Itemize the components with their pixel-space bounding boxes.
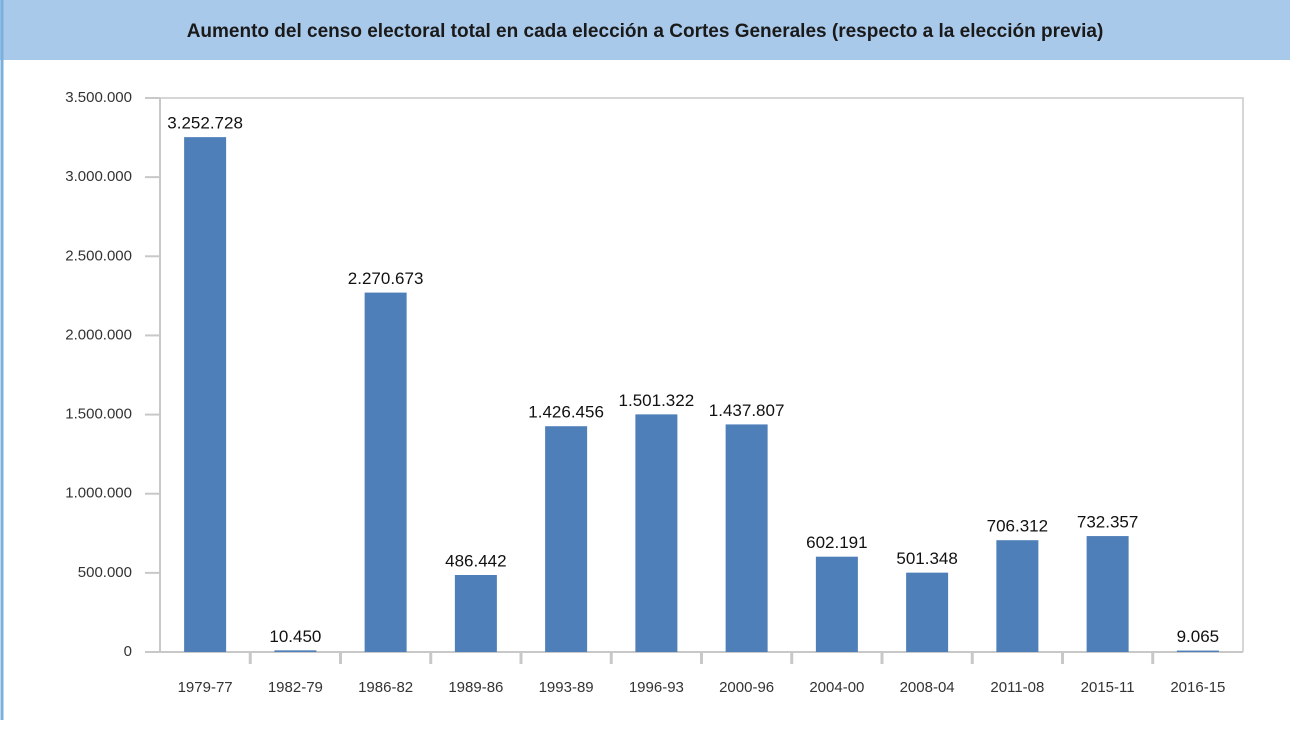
y-tick-label: 1.000.000 <box>65 485 132 502</box>
value-label: 602.191 <box>806 533 867 552</box>
x-tick-label: 1996-93 <box>629 679 684 696</box>
y-tick-label: 3.500.000 <box>65 89 132 106</box>
bar <box>725 424 768 652</box>
value-label: 732.357 <box>1077 513 1138 532</box>
x-tick-label: 1982-79 <box>268 679 323 696</box>
value-label: 10.450 <box>269 627 321 646</box>
value-label: 3.252.728 <box>167 114 243 133</box>
chart-title: Aumento del censo electoral total en cad… <box>187 21 1104 42</box>
value-label: 9.065 <box>1177 627 1220 646</box>
value-label: 706.312 <box>987 517 1048 536</box>
x-tick-label: 1979-77 <box>178 679 233 696</box>
x-tick-label: 1989-86 <box>448 679 503 696</box>
bar <box>364 292 407 652</box>
header-band <box>0 0 1290 60</box>
x-tick-label: 2011-08 <box>990 679 1044 696</box>
value-label: 1.426.456 <box>528 403 604 422</box>
bar <box>1176 650 1219 652</box>
value-label: 1.501.322 <box>619 391 695 410</box>
x-tick-label: 2008-04 <box>900 679 955 696</box>
y-tick-label: 3.000.000 <box>65 168 132 185</box>
bar <box>906 572 949 652</box>
bar <box>545 426 588 652</box>
y-tick-label: 1.500.000 <box>65 406 132 423</box>
x-tick-label: 2016-15 <box>1170 679 1225 696</box>
x-tick-label: 2000-96 <box>719 679 774 696</box>
y-tick-label: 2.500.000 <box>65 247 132 264</box>
bar <box>184 137 227 652</box>
value-label: 1.437.807 <box>709 401 785 420</box>
x-tick-label: 2015-11 <box>1081 679 1135 696</box>
plot-frame <box>160 97 1244 652</box>
bar <box>1086 536 1129 652</box>
bar <box>454 575 497 652</box>
bar <box>996 540 1039 652</box>
bar <box>274 650 317 652</box>
bar <box>635 414 678 652</box>
y-tick-label: 0 <box>124 643 132 660</box>
bar <box>815 556 858 652</box>
value-label: 486.442 <box>445 551 506 570</box>
value-label: 501.348 <box>896 549 957 568</box>
x-tick-label: 1986-82 <box>358 679 413 696</box>
y-tick-label: 2.000.000 <box>65 326 132 343</box>
x-tick-label: 1993-89 <box>539 679 594 696</box>
value-label: 2.270.673 <box>348 269 424 288</box>
x-tick-label: 2004-00 <box>809 679 864 696</box>
y-tick-label: 500.000 <box>78 564 132 581</box>
